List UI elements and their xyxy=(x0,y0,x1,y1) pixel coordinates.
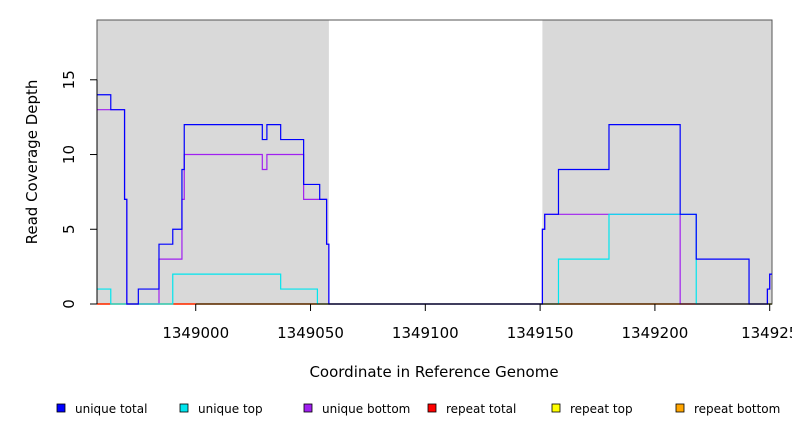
legend-label: unique top xyxy=(198,402,263,416)
axis-layer: 1349000 1349050 1349100 1349150 1349200 13492… xyxy=(60,70,792,342)
x-tick-label: 1349150 xyxy=(507,324,574,342)
legend-swatch xyxy=(179,403,189,413)
shaded-regions xyxy=(97,20,772,304)
series-line-unique-total xyxy=(97,94,772,305)
y-axis-title: Read Coverage Depth xyxy=(23,80,41,245)
shaded-region xyxy=(97,20,329,304)
x-tick-label: 1349100 xyxy=(392,324,459,342)
legend-label: unique bottom xyxy=(322,402,410,416)
y-tick-label: 15 xyxy=(60,70,78,89)
legend-swatch xyxy=(551,403,561,413)
x-tick-label: 1349050 xyxy=(277,324,344,342)
legend-swatch xyxy=(675,403,685,413)
legend: unique total unique top unique bottom repea… xyxy=(56,402,780,416)
legend-swatch xyxy=(427,403,437,413)
y-tick-label: 0 xyxy=(60,299,78,309)
legend-label: repeat bottom xyxy=(694,402,780,416)
legend-swatch xyxy=(56,403,66,413)
legend-label: unique total xyxy=(75,402,147,416)
legend-label: repeat total xyxy=(446,402,516,416)
y-tick-label: 5 xyxy=(60,224,78,234)
x-tick-label: 1349000 xyxy=(162,324,229,342)
y-tick-label: 10 xyxy=(60,145,78,164)
shaded-region xyxy=(542,20,772,304)
legend-label: repeat top xyxy=(570,402,633,416)
legend-swatch xyxy=(303,403,313,413)
x-tick-label: 134925 xyxy=(741,324,792,342)
x-axis-title: Coordinate in Reference Genome xyxy=(309,363,558,381)
x-tick-label: 1349200 xyxy=(622,324,689,342)
